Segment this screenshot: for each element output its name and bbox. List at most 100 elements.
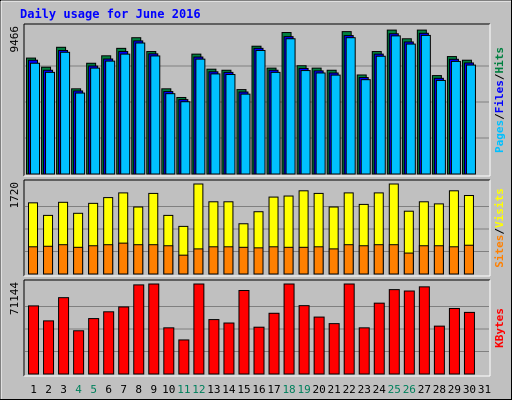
bar-sites-day-1	[28, 246, 39, 275]
bar-kbytes-day-16	[253, 326, 265, 375]
axis-label-part: Files	[493, 80, 506, 113]
day-label-22: 22	[343, 383, 356, 396]
bar-kbytes-day-25	[388, 289, 400, 375]
bar-pages-day-4	[75, 92, 86, 175]
bar-pages-day-18	[285, 38, 296, 175]
chart-title: Daily usage for June 2016	[20, 7, 201, 21]
bar-sites-day-25	[388, 244, 399, 275]
bar-pages-day-6	[105, 60, 116, 175]
bar-pages-day-23	[360, 79, 371, 175]
bar-kbytes-day-10	[163, 327, 175, 375]
day-label-1: 1	[30, 383, 37, 396]
bar-kbytes-day-19	[298, 305, 310, 375]
bar-pages-day-22	[345, 37, 356, 175]
bar-sites-day-27	[418, 245, 429, 275]
bar-pages-day-9	[150, 55, 161, 175]
bar-pages-day-20	[315, 72, 326, 175]
bar-pages-day-27	[420, 34, 431, 175]
bar-kbytes-day-3	[58, 297, 70, 375]
bar-kbytes-day-17	[268, 312, 280, 375]
bar-sites-day-12	[193, 248, 204, 275]
bar-kbytes-day-11	[178, 339, 190, 375]
bar-pages-day-8	[135, 42, 146, 175]
bar-sites-day-20	[313, 246, 324, 275]
panel-axis-label: Pages/Files/Hits	[493, 47, 506, 153]
bar-sites-day-2	[43, 245, 54, 275]
series-kbytes	[28, 283, 475, 375]
y-max-label: 1720	[8, 182, 21, 209]
axis-label-part: Visits	[493, 188, 506, 228]
x-axis-day-labels: 1 2 3 4 5 6 7 8 9 10 11 12 13 14 15 16 17 18 19 20 21 22 23 24 2…	[30, 383, 491, 396]
bar-sites-day-13	[208, 246, 219, 275]
bar-sites-day-5	[88, 245, 99, 275]
day-label-7: 7	[120, 383, 127, 396]
bar-kbytes-day-6	[103, 311, 115, 375]
bar-pages-day-25	[390, 35, 401, 175]
bar-sites-day-7	[118, 242, 129, 275]
bar-kbytes-day-29	[448, 307, 460, 375]
day-label-18: 18	[282, 383, 295, 396]
bar-kbytes-day-4	[73, 330, 85, 375]
day-label-25: 25	[388, 383, 401, 396]
bar-pages-day-13	[210, 73, 221, 175]
bar-kbytes-day-21	[328, 323, 340, 375]
bar-sites-day-17	[268, 246, 279, 275]
bar-pages-day-5	[90, 67, 101, 175]
bar-sites-day-30	[463, 244, 474, 275]
bar-sites-day-14	[223, 246, 234, 275]
bar-sites-day-18	[283, 246, 294, 275]
bar-kbytes-day-27	[418, 286, 430, 375]
bar-pages-day-3	[60, 51, 71, 175]
bar-pages-day-12	[195, 58, 206, 175]
day-label-9: 9	[150, 383, 157, 396]
day-label-11: 11	[177, 383, 190, 396]
axis-label-part: /	[493, 113, 506, 120]
bar-kbytes-day-15	[238, 290, 250, 375]
bar-kbytes-day-14	[223, 322, 235, 375]
day-label-19: 19	[297, 383, 310, 396]
day-label-16: 16	[252, 383, 265, 396]
day-label-28: 28	[433, 383, 446, 396]
chart-panels: 9466Pages/Files/Hits1720Sites/Visits7114…	[8, 23, 506, 377]
day-label-24: 24	[373, 383, 387, 396]
day-label-21: 21	[328, 383, 341, 396]
bar-pages-day-7	[120, 53, 131, 175]
day-label-20: 20	[313, 383, 326, 396]
day-label-6: 6	[105, 383, 112, 396]
day-label-3: 3	[60, 383, 67, 396]
axis-label-part: Hits	[493, 47, 506, 74]
bar-kbytes-day-18	[283, 283, 295, 375]
axis-label-part: Sites	[493, 235, 506, 268]
bar-sites-day-8	[133, 244, 144, 275]
day-label-10: 10	[162, 383, 175, 396]
bar-pages-day-21	[330, 74, 341, 175]
axis-label-part: /	[493, 73, 506, 80]
axis-label-part: KBytes	[493, 308, 506, 348]
day-label-31: 31	[478, 383, 491, 396]
bar-pages-day-1	[30, 62, 41, 175]
bar-sites-day-29	[448, 246, 459, 275]
bar-sites-day-26	[403, 252, 414, 275]
day-label-13: 13	[207, 383, 220, 396]
bar-sites-day-24	[373, 244, 384, 275]
day-label-15: 15	[237, 383, 250, 396]
bar-sites-day-10	[163, 245, 174, 275]
bar-kbytes-day-13	[208, 319, 220, 375]
bar-pages-day-10	[165, 93, 176, 175]
bar-pages-day-17	[270, 71, 281, 175]
bar-sites-day-21	[328, 248, 339, 275]
bar-pages-day-16	[255, 49, 266, 175]
bar-kbytes-day-22	[343, 283, 355, 375]
bar-kbytes-day-2	[43, 320, 55, 375]
bar-pages-day-14	[225, 74, 236, 175]
y-max-label: 9466	[8, 26, 21, 53]
bar-sites-day-22	[343, 244, 354, 275]
day-label-12: 12	[192, 383, 205, 396]
bar-pages-day-28	[435, 79, 446, 175]
bar-sites-day-15	[238, 246, 249, 275]
bar-sites-day-11	[178, 254, 189, 275]
series-sites	[28, 242, 474, 275]
bar-kbytes-day-28	[433, 325, 445, 375]
bar-kbytes-day-23	[358, 327, 370, 375]
